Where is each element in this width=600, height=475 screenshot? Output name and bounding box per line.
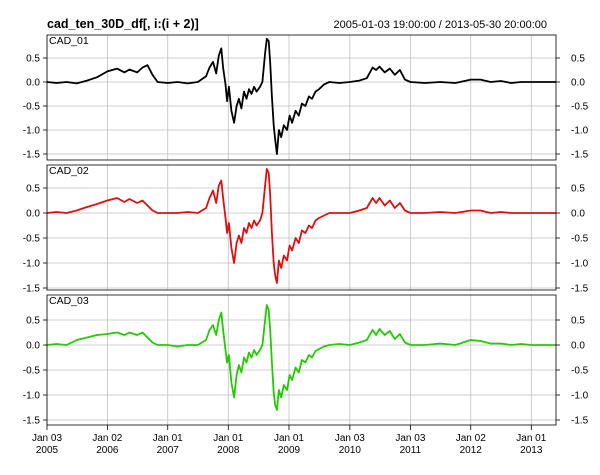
- x-tick-label: Jan 01: [516, 433, 546, 444]
- y-tick-label-left: -1.5: [23, 416, 41, 427]
- panel-frame: [46, 294, 557, 426]
- y-tick-label-right: 0.5: [571, 54, 585, 65]
- x-tick-year: 2013: [520, 445, 543, 456]
- x-tick-label: Jan 03: [395, 433, 425, 444]
- panel-frame: [46, 34, 557, 161]
- y-tick-label-left: 0.5: [26, 316, 40, 327]
- y-tick-label-right: -1.0: [571, 126, 589, 137]
- panel-label: CAD_02: [49, 165, 89, 177]
- x-tick-year: 2012: [460, 445, 483, 456]
- y-tick-label-right: -1.0: [571, 391, 589, 402]
- series-line-cad_01: [46, 37, 556, 155]
- y-tick-label-left: -1.0: [23, 259, 41, 270]
- panel-frame: [46, 164, 557, 291]
- y-tick-label-right: -0.5: [571, 366, 589, 377]
- y-tick-label-right: -0.5: [571, 102, 589, 113]
- x-tick-year: 2011: [400, 445, 422, 456]
- y-tick-label-left: 0.5: [26, 184, 40, 195]
- x-tick-year: 2005: [36, 445, 59, 456]
- y-tick-label-left: -0.5: [23, 366, 41, 377]
- y-tick-label-left: -0.5: [23, 234, 41, 245]
- x-tick-label: Jan 01: [213, 433, 243, 444]
- y-tick-label-left: -1.0: [23, 391, 41, 402]
- y-tick-label-right: 0.5: [571, 184, 585, 195]
- series-line-cad_02: [46, 168, 556, 284]
- panel-cad_03: 0.5 0.5 0.0 0.0 -0.5 -0.5 -1.0 -1.0 -1.5 -1.5 CAD_…: [23, 294, 589, 427]
- x-tick-label: Jan 03: [32, 433, 62, 444]
- x-tick-label: Jan 02: [456, 433, 486, 444]
- y-tick-label-left: 0.5: [26, 54, 40, 65]
- x-tick-year: 2009: [278, 445, 301, 456]
- y-tick-label-right: 0.0: [571, 209, 585, 220]
- y-tick-label-right: 0.5: [571, 316, 585, 327]
- y-tick-label-right: 0.0: [571, 341, 585, 352]
- x-tick-label: Jan 02: [92, 433, 122, 444]
- panel-label: CAD_01: [49, 35, 89, 47]
- chart-title: cad_ten_30D_df[, i:(i + 2)]: [47, 17, 199, 31]
- y-tick-label-right: -1.0: [571, 259, 589, 270]
- y-tick-label-right: -1.5: [571, 284, 589, 295]
- x-tick-label: Jan 03: [335, 433, 365, 444]
- y-tick-label-left: -0.5: [23, 102, 41, 113]
- y-tick-label-left: 0.0: [26, 209, 40, 220]
- x-tick-year: 2006: [96, 445, 119, 456]
- chart-panels: 0.5 0.5 0.0 0.0 -0.5 -0.5 -1.0 -1.0 -1.5 -1.5 CAD_…: [23, 34, 589, 427]
- y-tick-label-right: -1.5: [571, 416, 589, 427]
- y-tick-label-left: -1.5: [23, 150, 41, 161]
- y-tick-label-left: -1.0: [23, 126, 41, 137]
- series-line-cad_03: [46, 304, 556, 411]
- x-tick-year: 2008: [217, 445, 240, 456]
- x-tick-label: Jan 01: [153, 433, 183, 444]
- panel-label: CAD_03: [49, 295, 89, 307]
- x-tick-label: Jan 01: [274, 433, 304, 444]
- x-tick-year: 2007: [157, 445, 180, 456]
- y-tick-label-right: 0.0: [571, 78, 585, 89]
- panel-cad_01: 0.5 0.5 0.0 0.0 -0.5 -0.5 -1.0 -1.0 -1.5 -1.5 CAD_…: [23, 34, 589, 161]
- y-tick-label-right: -0.5: [571, 234, 589, 245]
- x-tick-year: 2010: [339, 445, 362, 456]
- y-tick-label-left: 0.0: [26, 78, 40, 89]
- y-tick-label-left: -1.5: [23, 284, 41, 295]
- y-tick-label-left: 0.0: [26, 341, 40, 352]
- panel-cad_02: 0.5 0.5 0.0 0.0 -0.5 -0.5 -1.0 -1.0 -1.5 -1.5 CAD_…: [23, 164, 589, 295]
- y-tick-label-right: -1.5: [571, 150, 589, 161]
- date-range-label: 2005-01-03 19:00:00 / 2013-05-30 20:00:0…: [334, 19, 547, 31]
